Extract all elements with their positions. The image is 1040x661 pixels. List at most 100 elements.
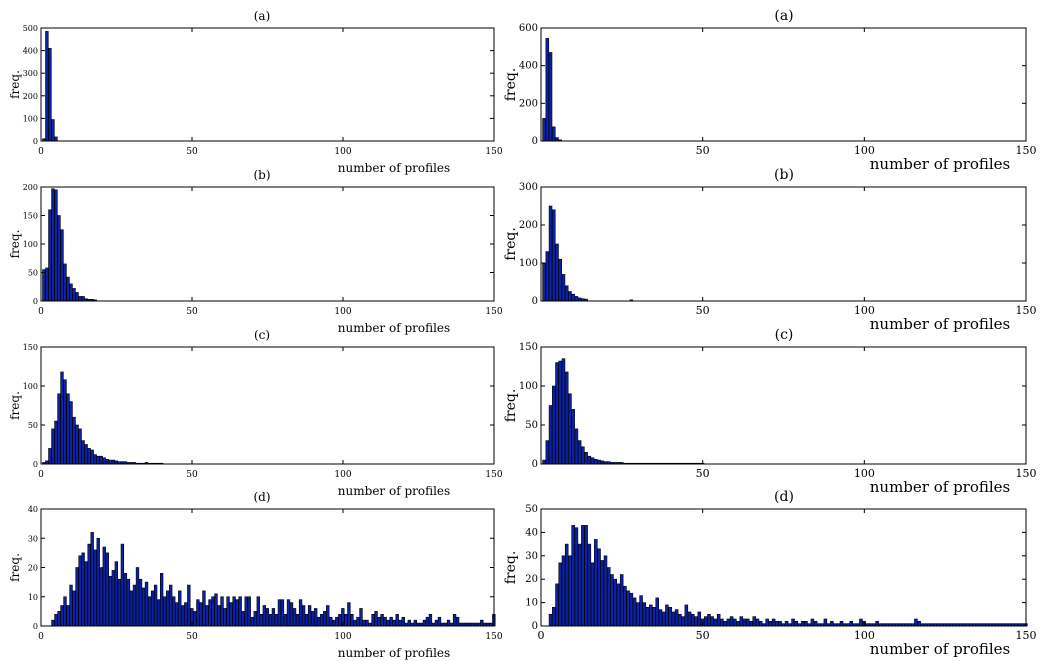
bar bbox=[274, 613, 279, 627]
x-tick-label: 150 bbox=[1016, 304, 1037, 317]
bar bbox=[422, 619, 427, 627]
bar bbox=[597, 459, 601, 465]
panel-2: 50 100 150 0 200 400 600 (a) number of profiles f… bbox=[503, 8, 1037, 173]
bar bbox=[153, 584, 158, 627]
bar bbox=[211, 596, 215, 627]
bar bbox=[163, 596, 167, 627]
bar bbox=[794, 621, 799, 627]
bar bbox=[51, 188, 55, 302]
x-tick-label: 100 bbox=[334, 147, 351, 157]
y-axis-label: freq. bbox=[8, 70, 22, 99]
x-tick-label: 50 bbox=[186, 632, 198, 642]
bar bbox=[90, 532, 94, 627]
y-tick-label: 30 bbox=[28, 534, 38, 543]
x-tick-label: 100 bbox=[854, 304, 875, 317]
bar bbox=[542, 118, 546, 142]
y-tick-label: 0 bbox=[33, 460, 38, 469]
bar bbox=[147, 596, 152, 627]
bar bbox=[78, 296, 82, 302]
panel-title: (a) bbox=[254, 9, 271, 23]
bar bbox=[668, 606, 672, 627]
bar bbox=[81, 552, 85, 627]
bar bbox=[57, 215, 61, 302]
bar bbox=[81, 440, 85, 465]
x-axis-label: number of profiles bbox=[338, 161, 450, 175]
bar bbox=[428, 613, 433, 627]
bar bbox=[60, 605, 64, 627]
bar bbox=[571, 293, 575, 302]
bar bbox=[574, 428, 579, 465]
bar bbox=[610, 574, 614, 627]
bar bbox=[678, 613, 682, 627]
bar bbox=[413, 619, 417, 627]
bar bbox=[552, 606, 556, 627]
bar bbox=[568, 393, 572, 465]
bar bbox=[758, 621, 763, 627]
bar bbox=[45, 31, 49, 142]
bar bbox=[839, 621, 844, 627]
y-axis-label: freq. bbox=[8, 391, 22, 420]
bar bbox=[568, 555, 572, 627]
bar bbox=[193, 611, 197, 627]
axes-box bbox=[40, 27, 495, 142]
bar bbox=[778, 621, 782, 627]
bar bbox=[810, 618, 815, 627]
bar bbox=[768, 621, 773, 627]
bar bbox=[350, 613, 354, 627]
bar bbox=[568, 291, 572, 302]
panel-7: 0 50 100 150 0 10 20 30 40 (d) number of profiles f… bbox=[8, 490, 503, 660]
x-axis-label: number of profiles bbox=[870, 478, 1011, 496]
bar bbox=[742, 618, 747, 627]
bar bbox=[129, 590, 134, 627]
bar bbox=[571, 409, 575, 465]
bar bbox=[304, 613, 309, 627]
bar bbox=[407, 619, 411, 627]
panel-6: 50 100 150 0 50 100 150 (c) number of profiles fr… bbox=[503, 327, 1037, 496]
bar bbox=[90, 449, 94, 465]
x-tick-label: 150 bbox=[1016, 144, 1037, 157]
bar bbox=[671, 611, 676, 627]
bar bbox=[338, 613, 342, 627]
bar bbox=[347, 602, 351, 627]
bar bbox=[132, 584, 137, 627]
bar bbox=[54, 613, 58, 627]
bar bbox=[655, 597, 659, 627]
bar bbox=[480, 619, 484, 627]
bar bbox=[51, 619, 55, 627]
bar bbox=[548, 205, 553, 302]
bar bbox=[256, 596, 260, 627]
bar bbox=[581, 446, 585, 465]
x-tick-label: 150 bbox=[1016, 467, 1037, 480]
bar bbox=[42, 269, 46, 302]
bar bbox=[286, 599, 291, 627]
y-axis-label: freq. bbox=[8, 553, 22, 582]
x-tick-label: 0 bbox=[38, 632, 44, 642]
bar bbox=[307, 605, 312, 627]
axes-box bbox=[540, 508, 1027, 627]
bar bbox=[371, 613, 375, 627]
bar bbox=[226, 596, 230, 627]
axes-box bbox=[40, 186, 495, 302]
bar bbox=[268, 613, 273, 627]
bar bbox=[452, 613, 457, 627]
x-axis-label: number of profiles bbox=[870, 640, 1011, 658]
bar bbox=[317, 616, 321, 627]
x-tick-label: 50 bbox=[696, 144, 710, 157]
bar bbox=[187, 584, 191, 627]
bar bbox=[117, 578, 122, 627]
x-tick-label: 150 bbox=[485, 632, 502, 642]
bar bbox=[329, 616, 333, 627]
bar bbox=[558, 562, 562, 627]
bar bbox=[571, 525, 575, 627]
bar bbox=[69, 283, 73, 302]
bar bbox=[616, 583, 621, 627]
y-tick-label: 100 bbox=[519, 381, 538, 392]
y-tick-label: 30 bbox=[525, 551, 538, 562]
bar bbox=[93, 454, 97, 465]
bar bbox=[791, 618, 795, 627]
bar bbox=[713, 618, 718, 627]
x-tick-label: 0 bbox=[38, 307, 44, 317]
y-tick-label: 50 bbox=[28, 421, 38, 430]
bar bbox=[238, 596, 242, 627]
bar bbox=[542, 459, 546, 465]
